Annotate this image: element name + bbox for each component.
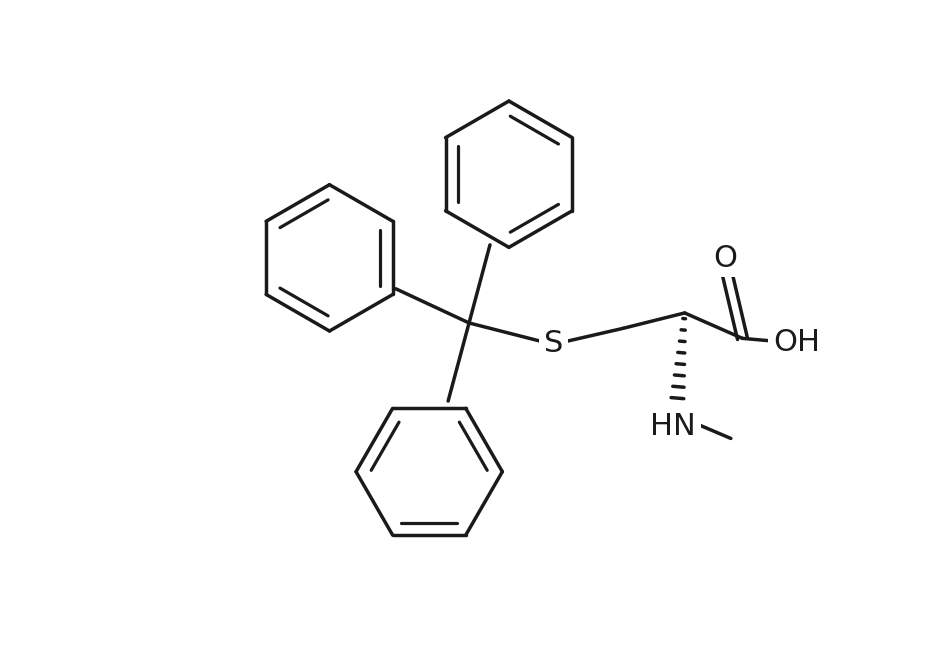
Text: OH: OH (773, 328, 820, 356)
Text: O: O (713, 244, 737, 273)
Text: S: S (544, 329, 563, 358)
Text: HN: HN (650, 413, 696, 442)
